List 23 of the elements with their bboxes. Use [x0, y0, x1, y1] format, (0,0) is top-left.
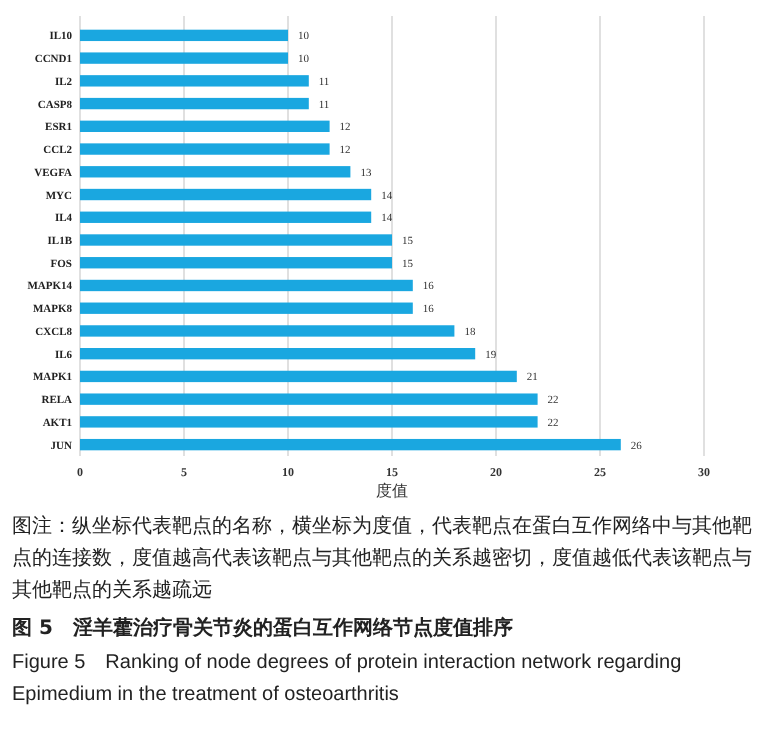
bar: [80, 211, 372, 223]
bar: [80, 302, 413, 314]
text: 图注：纵坐标代表靶点的名称，横坐标为度值，代表靶点在蛋白互作网络中与其他靶点的连接数，度值越高代表该靶点与其他靶点的关系越密切，度值越低代表该靶点与其他靶点的关系越疏远: [12, 513, 754, 606]
bar: [80, 393, 538, 405]
x-axis-title: 度值: [374, 480, 410, 504]
bar: [80, 370, 517, 383]
bar: [80, 143, 330, 155]
bar: [80, 416, 538, 428]
bar: [80, 438, 621, 451]
bar: [80, 257, 392, 269]
text: 图 5 淫羊藿治疗骨关节炎的蛋白互作网络节点度值排序: [12, 614, 515, 644]
bar: [80, 97, 309, 110]
bar: [80, 120, 330, 132]
bar: [80, 234, 392, 246]
bar: [80, 279, 413, 292]
bar: [80, 348, 476, 360]
bar: [80, 325, 455, 337]
text: Figure 5 Ranking of node degrees of protein interaction network regarding Epimedium in the treatment of osteoarthritis: [12, 650, 684, 710]
bar: [80, 188, 372, 201]
bar: [80, 166, 351, 178]
bar: [80, 52, 288, 64]
bar: [80, 29, 288, 42]
bar: [80, 75, 309, 87]
